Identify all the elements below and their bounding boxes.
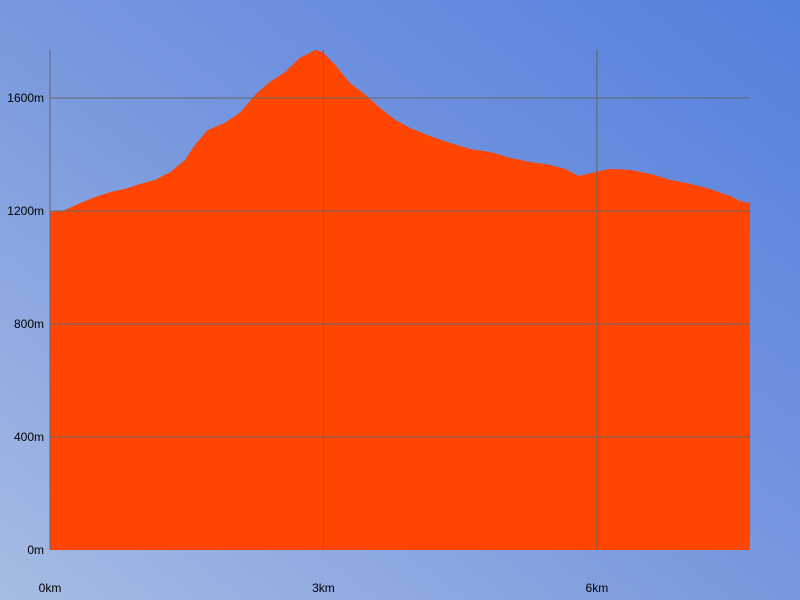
elevation-area bbox=[50, 50, 750, 550]
x-tick-label: 0km bbox=[39, 581, 62, 595]
y-tick-label: 1200m bbox=[7, 204, 44, 218]
y-tick-label: 1600m bbox=[7, 91, 44, 105]
x-tick-label: 6km bbox=[586, 581, 609, 595]
y-tick-label: 400m bbox=[14, 430, 44, 444]
y-tick-label: 0m bbox=[27, 543, 44, 557]
x-tick-label: 3km bbox=[312, 581, 335, 595]
y-tick-label: 800m bbox=[14, 317, 44, 331]
